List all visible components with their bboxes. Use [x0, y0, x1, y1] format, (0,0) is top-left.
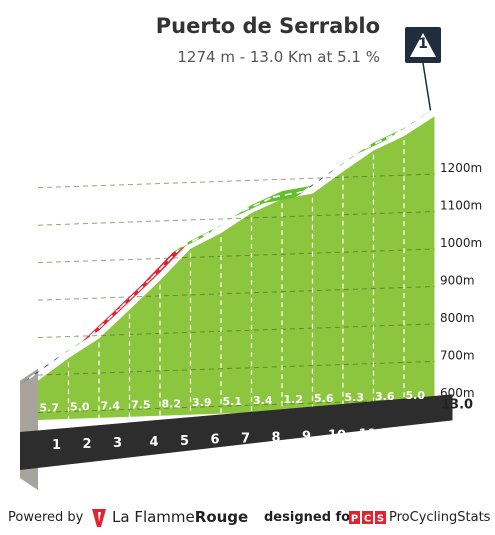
- grid-line-900: [37, 285, 435, 301]
- y-tick-1100: 1100m: [440, 199, 482, 213]
- band-center-line-8: [242, 196, 274, 212]
- km-marker-4: 4: [149, 435, 158, 450]
- km-marker-10: 10: [328, 429, 346, 444]
- grid-line-1100: [37, 211, 435, 226]
- distance-axis-layer: [20, 394, 453, 470]
- km-marker-1: 1: [52, 438, 61, 453]
- category-number: 1: [418, 36, 428, 52]
- procyclingstats-text: ProCyclingStats: [389, 510, 491, 525]
- gradient-label-5: 8.2: [162, 397, 182, 410]
- grid-line-1200: [37, 173, 435, 189]
- gradient-label-2: 5.0: [70, 400, 90, 413]
- km-marker-8: 8: [271, 431, 280, 446]
- powered-by-text: Powered by: [8, 510, 84, 525]
- flamme-rouge-text: La FlammeRouge: [112, 508, 249, 526]
- footer: Powered by La FlammeRouge designed for P…: [0, 508, 495, 530]
- svg-text:S: S: [377, 514, 384, 525]
- category-badge: 1: [405, 27, 441, 63]
- svg-text:P: P: [351, 514, 358, 525]
- y-tick-800: 800m: [440, 311, 475, 325]
- band-center-line-13: [394, 113, 426, 135]
- band-center-line-12: [364, 133, 396, 150]
- gradient-label-1: 5.7: [40, 401, 60, 414]
- grid-line-600: [37, 398, 435, 414]
- km-marker-5: 5: [180, 434, 189, 449]
- grid-line-1000: [37, 248, 435, 264]
- gradient-label-11: 5.3: [345, 391, 365, 404]
- flamme-rouge-logo-icon: [92, 509, 106, 527]
- designed-for-text: designed for: [264, 510, 357, 525]
- gradient-label-8: 3.4: [253, 394, 273, 407]
- km-marker-7: 7: [241, 432, 250, 447]
- band-center-line-9: [272, 190, 304, 198]
- y-tick-900: 900m: [440, 273, 475, 287]
- km-marker-3: 3: [113, 436, 122, 451]
- profile-fill-layer: [20, 116, 435, 490]
- profile-start-side: [20, 368, 38, 432]
- distance-axis-bar: [20, 394, 453, 470]
- triangle-icon: [410, 33, 436, 57]
- gradient-label-12: 3.6: [375, 390, 395, 403]
- climb-subtitle: 1274 m - 13.0 Km at 5.1 %: [177, 48, 380, 66]
- gradient-label-4: 7.5: [131, 398, 151, 411]
- gradient-label-7: 5.1: [223, 395, 243, 408]
- profile-area: [38, 116, 435, 420]
- gradient-label-3: 7.4: [101, 399, 121, 412]
- grid-line-800: [37, 323, 435, 339]
- gradient-band-layer: [20, 62, 435, 385]
- band-center-line-10: [303, 168, 335, 193]
- summit-marker-line: [422, 62, 432, 111]
- svg-text:C: C: [364, 514, 371, 525]
- gradient-grid-layer: [37, 140, 435, 419]
- band-center-line-7: [211, 210, 243, 232]
- gradient-band-3: [81, 301, 130, 343]
- band-center-line-6: [181, 230, 213, 248]
- gradient-band-4: [111, 272, 160, 314]
- gradient-label-9: 1.2: [284, 393, 304, 406]
- gradient-band-5: [142, 240, 191, 285]
- km-marker-12: 12: [389, 426, 407, 441]
- y-tick-1200: 1200m: [440, 161, 482, 175]
- km-marker-6: 6: [210, 433, 219, 448]
- band-center-line-3: [89, 307, 122, 338]
- gradient-label-10: 5.6: [314, 392, 334, 405]
- gradient-label-13: 5.0: [406, 389, 426, 402]
- band-center-line-5: [150, 246, 183, 280]
- band-center-line-1: [28, 355, 60, 380]
- elevation-profile-chart: 5.7 5.0 7.4 7.5 8.2 3.9 5.1 3.4 1.2 5.6 5.3 3.6 5.0 1…: [20, 62, 483, 490]
- end-distance-label: 13.0: [441, 397, 473, 412]
- y-tick-1000: 1000m: [440, 236, 482, 250]
- y-tick-600: 600m: [440, 386, 475, 400]
- pcs-logo-icon: P C S: [349, 511, 386, 525]
- gradient-label-6: 3.9: [192, 396, 212, 409]
- grid-line-700: [37, 360, 435, 376]
- km-marker-11: 11: [358, 427, 376, 442]
- km-marker-9: 9: [302, 430, 311, 445]
- km-marker-2: 2: [82, 437, 91, 452]
- label-layer: 5.7 5.0 7.4 7.5 8.2 3.9 5.1 3.4 1.2 5.6 5.3 3.6 5.0 1…: [40, 161, 483, 453]
- climb-title: Puerto de Serrablo: [155, 14, 380, 38]
- y-tick-700: 700m: [440, 348, 475, 362]
